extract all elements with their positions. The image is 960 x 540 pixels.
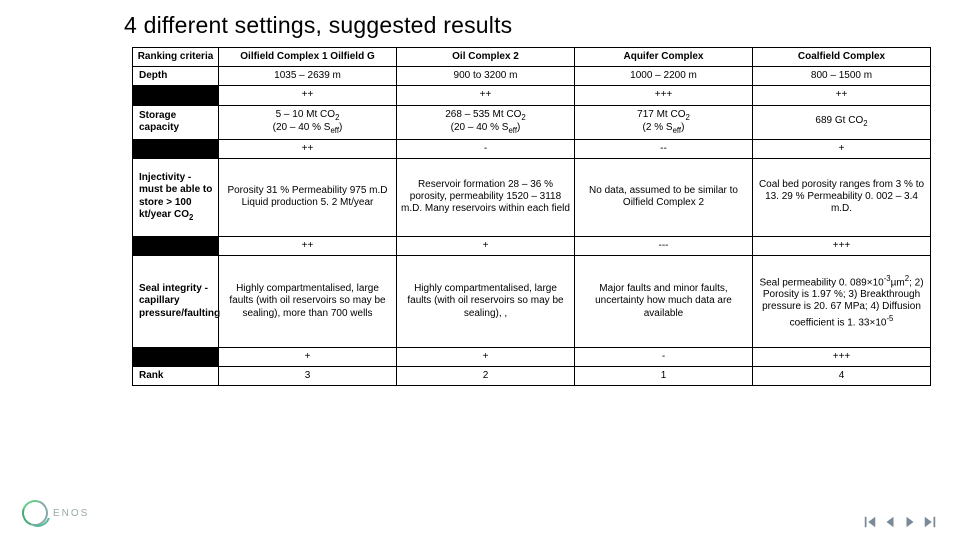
row-depth: Depth 1035 – 2639 m 900 to 3200 m 1000 –…: [133, 67, 931, 86]
depth-c4: 800 – 1500 m: [753, 67, 931, 86]
inj-r3: ---: [575, 236, 753, 255]
nav-prev-button[interactable]: [882, 514, 898, 530]
inj-c3: No data, assumed to be similar to Oilfie…: [575, 158, 753, 236]
row-seal: Seal integrity - capillary pressure/faul…: [133, 255, 931, 347]
depth-c3: 1000 – 2200 m: [575, 67, 753, 86]
depth-r1: ++: [219, 86, 397, 105]
blank: [133, 139, 219, 158]
page-title: 4 different settings, suggested results: [0, 0, 960, 47]
rank-label: Rank: [133, 367, 219, 386]
storage-c1: 5 – 10 Mt CO2(20 – 40 % Seff): [219, 105, 397, 139]
seal-c3: Major faults and minor faults, uncertain…: [575, 255, 753, 347]
row-storage-rating: ++ - -- +: [133, 139, 931, 158]
depth-c1: 1035 – 2639 m: [219, 67, 397, 86]
col-aquifer: Aquifer Complex: [575, 48, 753, 67]
storage-r2: -: [397, 139, 575, 158]
storage-r3: --: [575, 139, 753, 158]
storage-r4: +: [753, 139, 931, 158]
inj-c2: Reservoir formation 28 – 36 % porosity, …: [397, 158, 575, 236]
logo-mark-icon: [18, 496, 53, 531]
logo: ENOS: [22, 500, 89, 526]
seal-r2: +: [397, 347, 575, 366]
rank-c4: 4: [753, 367, 931, 386]
storage-c3: 717 Mt CO2(2 % Seff): [575, 105, 753, 139]
row-inj-rating: ++ + --- +++: [133, 236, 931, 255]
table-container: Ranking criteria Oilfield Complex 1 Oilf…: [0, 47, 960, 386]
seal-c4: Seal permeability 0. 089×10-3µm2; 2) Por…: [753, 255, 931, 347]
inj-c4: Coal bed porosity ranges from 3 % to 13.…: [753, 158, 931, 236]
row-injectivity: Injectivity - must be able to store > 10…: [133, 158, 931, 236]
inj-r2: +: [397, 236, 575, 255]
rank-c1: 3: [219, 367, 397, 386]
inj-r4: +++: [753, 236, 931, 255]
storage-label: Storage capacity: [133, 105, 219, 139]
seal-r1: +: [219, 347, 397, 366]
nav-last-button[interactable]: [922, 514, 938, 530]
col-coalfield: Coalfield Complex: [753, 48, 931, 67]
inj-c1: Porosity 31 % Permeability 975 m.D Liqui…: [219, 158, 397, 236]
seal-r3: -: [575, 347, 753, 366]
rank-c3: 1: [575, 367, 753, 386]
seal-r4: +++: [753, 347, 931, 366]
col-criteria: Ranking criteria: [133, 48, 219, 67]
col-oilfield1: Oilfield Complex 1 Oilfield G: [219, 48, 397, 67]
depth-r2: ++: [397, 86, 575, 105]
col-oil2: Oil Complex 2: [397, 48, 575, 67]
row-depth-rating: ++ ++ +++ ++: [133, 86, 931, 105]
depth-r4: ++: [753, 86, 931, 105]
row-seal-rating: + + - +++: [133, 347, 931, 366]
blank: [133, 86, 219, 105]
seal-c1: Highly compartmentalised, large faults (…: [219, 255, 397, 347]
logo-text: ENOS: [53, 508, 89, 519]
rank-c2: 2: [397, 367, 575, 386]
blank: [133, 347, 219, 366]
storage-c2: 268 – 535 Mt CO2(20 – 40 % Seff): [397, 105, 575, 139]
storage-c4: 689 Gt CO2: [753, 105, 931, 139]
seal-c2: Highly compartmentalised, large faults (…: [397, 255, 575, 347]
nav-next-button[interactable]: [902, 514, 918, 530]
header-row: Ranking criteria Oilfield Complex 1 Oilf…: [133, 48, 931, 67]
inj-r1: ++: [219, 236, 397, 255]
slide-nav: [862, 514, 938, 530]
row-rank: Rank 3 2 1 4: [133, 367, 931, 386]
inj-label: Injectivity - must be able to store > 10…: [133, 158, 219, 236]
row-storage: Storage capacity 5 – 10 Mt CO2(20 – 40 %…: [133, 105, 931, 139]
ranking-table: Ranking criteria Oilfield Complex 1 Oilf…: [132, 47, 931, 386]
depth-r3: +++: [575, 86, 753, 105]
nav-first-button[interactable]: [862, 514, 878, 530]
seal-label: Seal integrity - capillary pressure/faul…: [133, 255, 219, 347]
storage-r1: ++: [219, 139, 397, 158]
depth-c2: 900 to 3200 m: [397, 67, 575, 86]
depth-label: Depth: [133, 67, 219, 86]
blank: [133, 236, 219, 255]
